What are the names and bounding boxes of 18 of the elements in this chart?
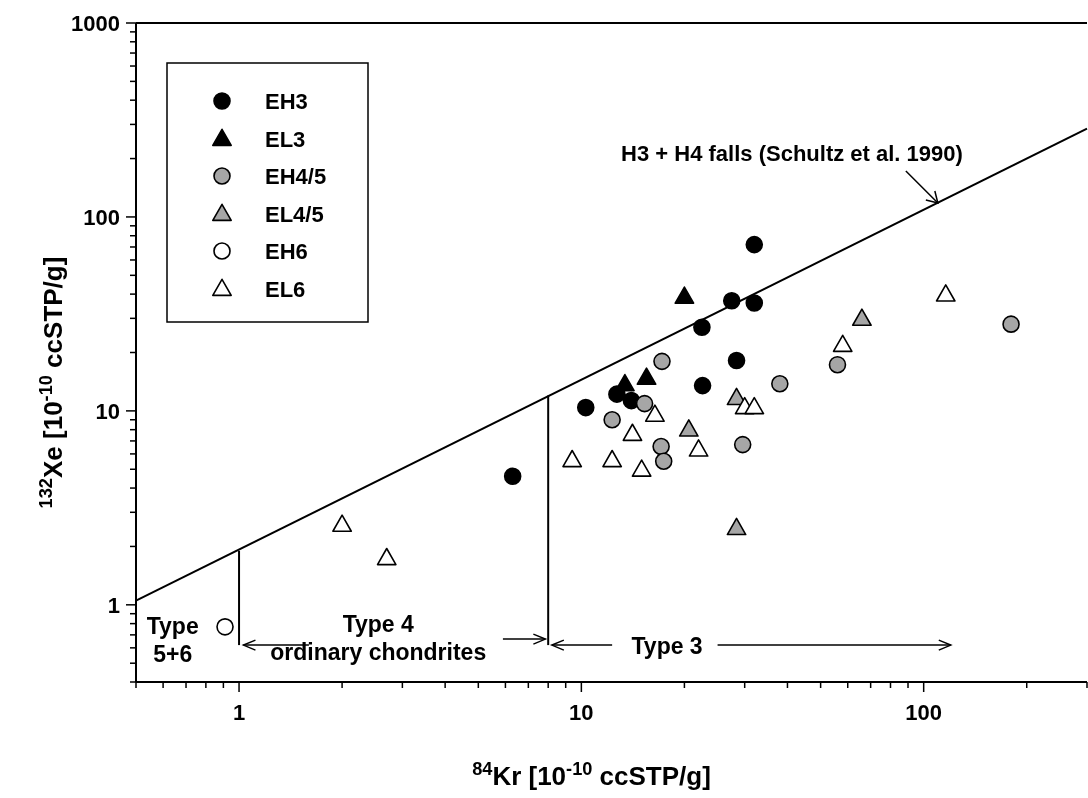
- annotation: H3 + H4 falls (Schultz et al. 1990): [621, 141, 963, 166]
- legend-label: EL4/5: [265, 201, 324, 227]
- legend-label: EH3: [265, 89, 308, 114]
- y-tick-label: 100: [83, 204, 120, 230]
- legend-label: EL6: [265, 276, 306, 302]
- x-tick-label: 1: [232, 700, 246, 725]
- legend-label: EL3: [265, 126, 306, 152]
- legend-label: EH6: [265, 239, 308, 264]
- y-tick-label: 1: [107, 592, 120, 618]
- annotation: Type 3: [631, 633, 703, 660]
- x-tick-label: 10: [569, 700, 594, 725]
- x-tick-label: 100: [905, 700, 943, 725]
- x-axis-title: $^{84}$Kr [10$^{-10}$ ccSTP/g]: [472, 759, 711, 791]
- y-tick-label: 1000: [71, 11, 120, 36]
- annotation: Type 4 ordinary chondrites: [270, 611, 487, 666]
- annotation: Type 5+6: [146, 612, 199, 667]
- legend-label: EH4/5: [265, 164, 327, 189]
- y-tick-label: 10: [95, 398, 120, 424]
